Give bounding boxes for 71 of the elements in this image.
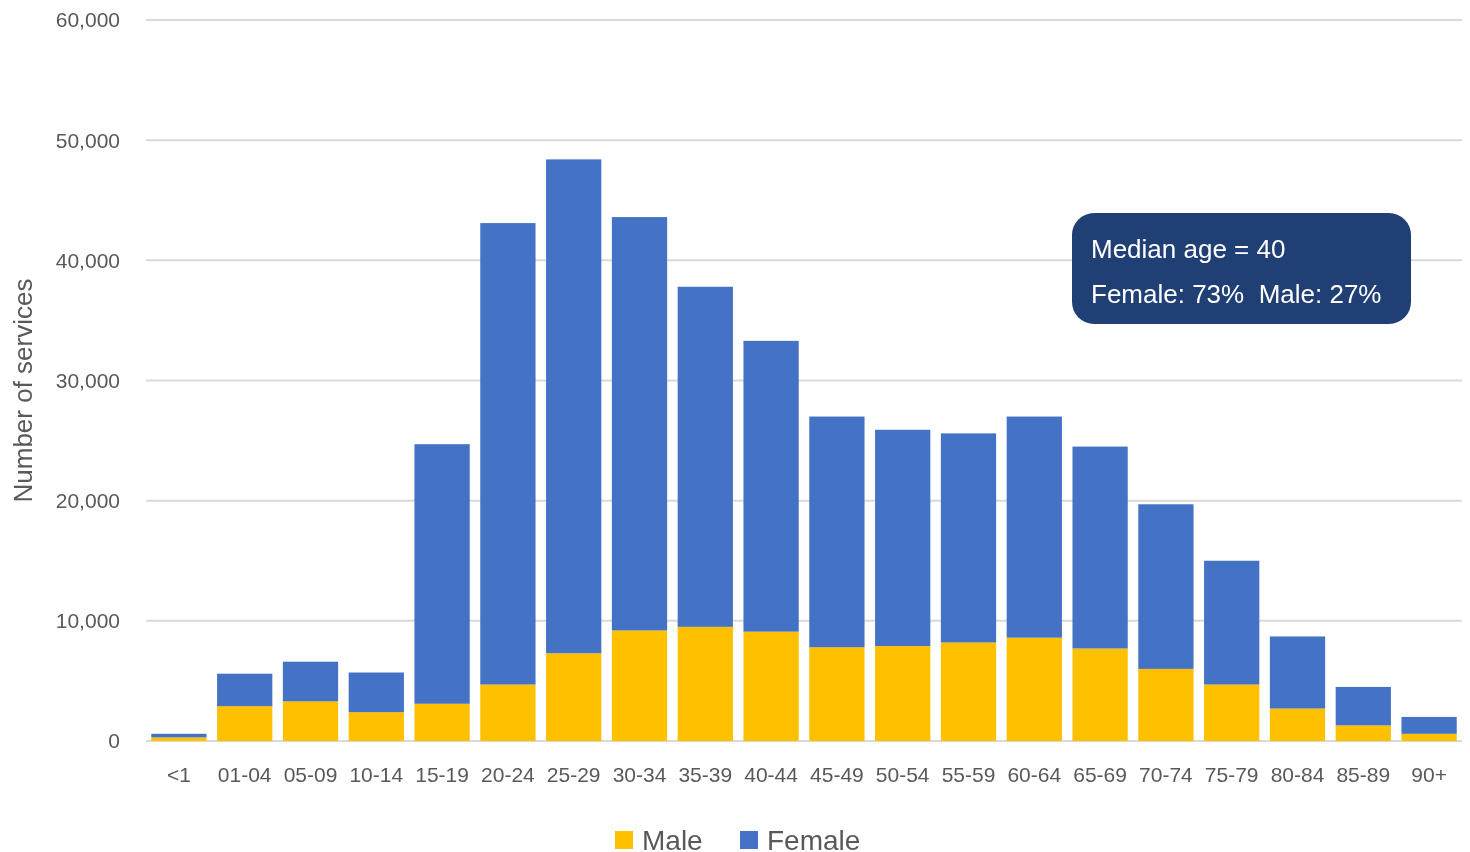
- bar: [1204, 560, 1260, 685]
- bar: [875, 429, 931, 647]
- x-tick-label: 10-14: [349, 763, 404, 786]
- bar: [1072, 648, 1128, 741]
- x-tick-label: 35-39: [678, 763, 733, 786]
- bar: [611, 217, 668, 631]
- bar: [677, 626, 733, 741]
- bar: [1401, 716, 1457, 734]
- x-tick-label: 65-69: [1073, 763, 1127, 786]
- x-tick-label: 75-79: [1204, 763, 1259, 786]
- bar: [1269, 708, 1326, 741]
- x-tick-label: 01-04: [217, 763, 272, 786]
- bar: [217, 673, 273, 707]
- bar: [743, 340, 799, 632]
- bar: [1204, 684, 1260, 741]
- y-tick-label: 0: [108, 729, 120, 753]
- x-tick-label: 20-24: [481, 763, 536, 786]
- x-tick-label: 05-09: [283, 763, 338, 786]
- bar: [546, 159, 602, 654]
- bar: [1335, 686, 1391, 726]
- y-tick-label: 10,000: [55, 609, 120, 633]
- bar: [809, 416, 865, 648]
- bar: [940, 433, 997, 643]
- bar: [217, 706, 273, 741]
- x-tick-label: 15-19: [415, 763, 469, 786]
- y-tick-label: 30,000: [55, 368, 120, 392]
- bar: [1072, 446, 1128, 649]
- bar: [480, 684, 536, 741]
- bar: [1138, 668, 1194, 741]
- bar: [1006, 416, 1062, 638]
- bar: [282, 701, 339, 741]
- bar: [940, 642, 997, 741]
- bar: [1401, 733, 1457, 741]
- bar: [480, 223, 536, 685]
- annotation: Median age = 40: [1091, 234, 1286, 265]
- bar: [151, 737, 207, 741]
- legend-label: Male: [642, 824, 703, 852]
- x-tick-label: 50-54: [875, 763, 930, 786]
- legend-label: Female: [767, 824, 861, 852]
- x-tick-label: 80-84: [1270, 763, 1325, 786]
- x-tick-label: 55-59: [941, 763, 996, 786]
- bar: [1006, 637, 1062, 741]
- bar: [809, 647, 865, 741]
- x-tick-label: 40-44: [744, 763, 799, 786]
- x-tick-label: 25-29: [546, 763, 601, 786]
- bar: [875, 646, 931, 741]
- y-tick-label: 60,000: [55, 8, 120, 32]
- x-tick-label: 30-34: [612, 763, 667, 786]
- bar: [546, 653, 602, 741]
- y-tick-label: 20,000: [55, 489, 120, 513]
- bar: [348, 712, 404, 741]
- bar: [348, 672, 404, 713]
- x-tick-label: <1: [166, 763, 191, 786]
- bar: [677, 286, 733, 627]
- bar: [1138, 504, 1194, 669]
- bar: [611, 630, 668, 741]
- bar: [1269, 636, 1326, 709]
- x-tick-label: 90+: [1411, 763, 1447, 786]
- bar: [743, 631, 799, 741]
- x-tick-label: 70-74: [1139, 763, 1194, 786]
- bar: [414, 703, 470, 741]
- y-tick-label: 40,000: [55, 248, 120, 272]
- x-tick-label: 45-49: [810, 763, 864, 786]
- bar: [414, 444, 470, 704]
- y-axis-title: Number of services: [8, 278, 38, 503]
- x-tick-label: 60-64: [1007, 763, 1062, 786]
- bar: [282, 661, 339, 702]
- annotation: Female: 73% Male: 27%: [1091, 279, 1382, 310]
- y-tick-label: 50,000: [55, 128, 120, 152]
- bar: [1335, 725, 1391, 741]
- x-tick-label: 85-89: [1336, 763, 1391, 786]
